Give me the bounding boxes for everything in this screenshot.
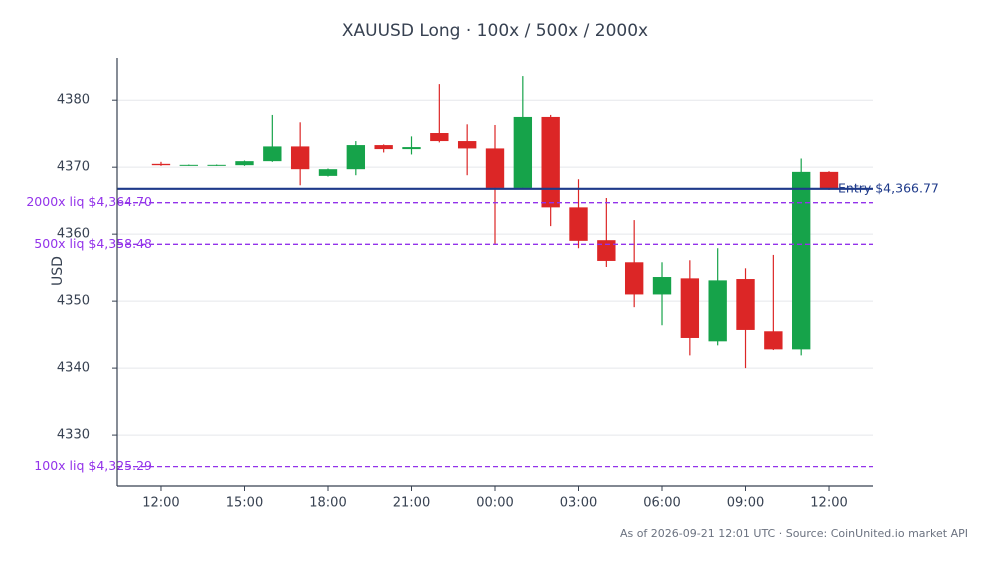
candle-body (235, 161, 254, 166)
x-tick-label: 21:00 (393, 496, 430, 511)
candle-body (708, 280, 727, 342)
x-tick-label: 12:00 (810, 496, 847, 511)
candle-body (318, 169, 338, 176)
candle-body (374, 145, 393, 150)
footer: As of 2026-09-21 12:01 UTC · Source: Coi… (620, 527, 968, 540)
x-tick-label: 18:00 (309, 496, 346, 511)
reference-label: 2000x liq $4,364.70 (26, 194, 152, 209)
candle-body (541, 116, 560, 208)
candle-body (680, 278, 700, 338)
candle-body (430, 133, 449, 142)
x-tick-label: 15:00 (226, 496, 263, 511)
reference-label: 100x liq $4,325.29 (34, 458, 152, 473)
candle-body (290, 146, 310, 170)
x-tick-label: 09:00 (727, 496, 764, 511)
candle-body (652, 277, 672, 295)
candle-body (179, 164, 198, 166)
candle-body (457, 141, 477, 149)
x-tick-label: 03:00 (560, 496, 597, 511)
y-tick-label: 4370 (57, 160, 90, 175)
reference-label: 500x liq $4,358.48 (34, 236, 152, 251)
candle-body (624, 262, 644, 295)
x-tick-label: 00:00 (476, 496, 513, 511)
candle-body (792, 171, 811, 350)
candle-body (402, 147, 421, 150)
y-tick-label: 4360 (57, 227, 90, 242)
x-tick-label: 06:00 (643, 496, 680, 511)
y-axis-label: USD (50, 256, 66, 286)
candle-body (597, 240, 616, 261)
reference-label: Entry $4,366.77 (838, 180, 939, 195)
x-tick-label: 12:00 (142, 496, 179, 511)
candle-body (569, 207, 588, 241)
candle-body (263, 146, 282, 162)
candle-body (151, 163, 171, 166)
y-tick-label: 4380 (57, 93, 90, 108)
candle-body (207, 164, 226, 166)
chart-title: XAUUSD Long · 100x / 500x / 2000x (342, 21, 648, 41)
candle-body (736, 279, 755, 330)
candle-body (764, 331, 783, 350)
y-tick-label: 4350 (57, 294, 90, 309)
y-tick-label: 4330 (57, 428, 90, 443)
candle-body (346, 145, 366, 170)
candle-body (513, 116, 533, 188)
candle-body (485, 148, 505, 188)
y-tick-label: 4340 (57, 361, 90, 376)
candle-body (819, 171, 839, 189)
